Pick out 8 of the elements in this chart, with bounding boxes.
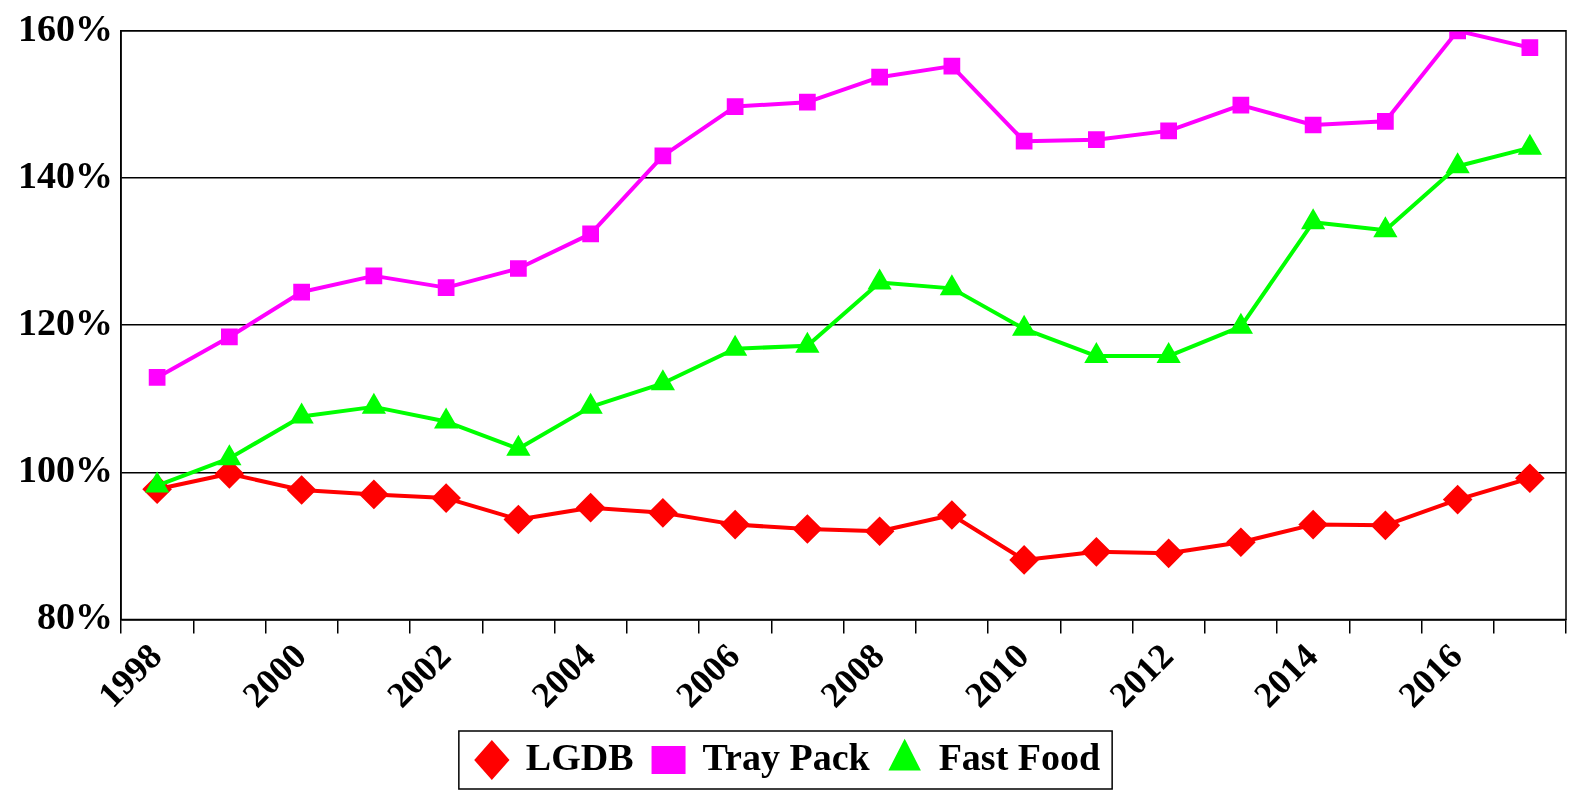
legend-label: Tray Pack xyxy=(702,735,871,778)
y-tick-label: 100% xyxy=(18,448,113,491)
y-tick-label: 120% xyxy=(18,300,113,343)
legend-label: Fast Food xyxy=(938,735,1101,778)
y-tick-label: 140% xyxy=(18,153,113,196)
y-tick-label: 160% xyxy=(18,6,113,49)
legend-label: LGDB xyxy=(525,735,634,778)
y-tick-label: 80% xyxy=(37,595,113,638)
